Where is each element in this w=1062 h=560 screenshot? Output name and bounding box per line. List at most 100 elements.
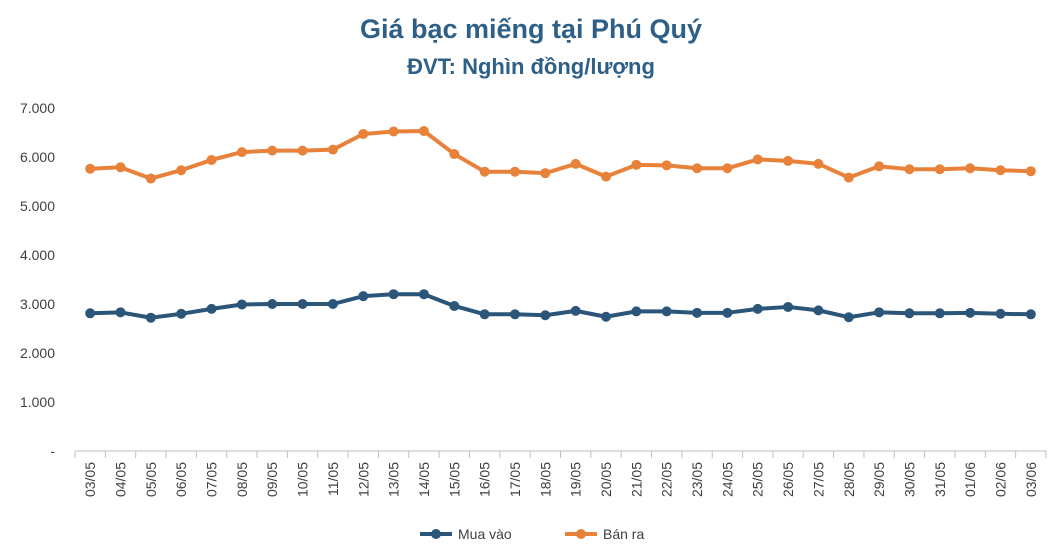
x-tick-label: 26/05	[780, 462, 796, 497]
y-tick-label: 4.000	[20, 247, 55, 263]
data-point	[813, 305, 824, 316]
x-axis-ticks	[74, 451, 1047, 458]
x-tick-label: 15/05	[446, 462, 462, 497]
x-tick-label: 12/05	[355, 462, 371, 497]
data-point	[661, 306, 672, 317]
data-point	[267, 299, 278, 309]
data-point	[934, 308, 945, 319]
x-tick-label: 25/05	[750, 462, 766, 497]
x-tick-label: 28/05	[841, 462, 857, 497]
data-point	[509, 309, 520, 320]
data-point	[995, 308, 1006, 319]
data-point	[358, 291, 369, 302]
data-point	[509, 166, 520, 177]
x-tick-label: 27/05	[810, 462, 826, 497]
data-point	[479, 166, 490, 177]
x-tick-label: 08/05	[234, 462, 250, 497]
data-point	[843, 172, 854, 183]
chart-title: Giá bạc miếng tại Phú Quý	[359, 14, 703, 44]
x-axis-tick-labels: 03/05 04/05 05/05 06/05 07/05 08/05 09/05 10/05…	[82, 462, 1039, 497]
data-point	[327, 299, 338, 309]
y-tick-label: 7.000	[20, 100, 55, 116]
data-point	[388, 289, 399, 300]
x-tick-label: 06/05	[173, 462, 189, 497]
x-tick-label: 22/05	[659, 462, 675, 497]
y-tick-label: 2.000	[20, 345, 55, 361]
x-tick-label: 16/05	[477, 462, 493, 497]
data-point	[85, 308, 96, 319]
data-point	[722, 307, 733, 318]
data-point	[176, 165, 187, 176]
x-tick-label: 29/05	[871, 462, 887, 497]
y-tick-label: 5.000	[20, 198, 55, 214]
x-tick-label: 10/05	[295, 462, 311, 497]
x-tick-label: 30/05	[901, 462, 917, 497]
series-layer	[85, 126, 1036, 323]
data-point	[206, 154, 217, 165]
x-tick-label: 03/05	[82, 462, 98, 497]
y-tick-label: 6.000	[20, 149, 55, 165]
data-point	[783, 301, 794, 312]
legend-label: Mua vào	[458, 526, 512, 542]
data-point	[418, 289, 429, 300]
legend: Mua vào Bán ra	[420, 526, 644, 542]
x-tick-label: 13/05	[386, 462, 402, 497]
data-point	[692, 163, 703, 174]
data-point	[115, 307, 126, 318]
x-tick-label: 01/06	[962, 462, 978, 497]
data-point	[874, 161, 885, 172]
data-point	[297, 145, 308, 156]
data-point	[752, 154, 763, 165]
legend-marker	[431, 529, 441, 539]
data-point	[570, 158, 581, 169]
y-tick-label: 3.000	[20, 296, 55, 312]
x-tick-label: 05/05	[143, 462, 159, 497]
data-point	[388, 126, 399, 137]
x-tick-label: 31/05	[932, 462, 948, 497]
data-point	[145, 173, 156, 184]
data-point	[601, 171, 612, 182]
legend-marker	[576, 529, 586, 539]
data-point	[661, 160, 672, 171]
series-line-mua-vao	[88, 292, 1033, 320]
data-point	[1025, 166, 1036, 177]
series-line-ban-ra	[88, 129, 1033, 181]
data-point	[752, 303, 763, 314]
data-point	[904, 164, 915, 175]
data-point	[115, 162, 126, 173]
x-tick-label: 18/05	[537, 462, 553, 497]
data-point	[934, 164, 945, 175]
x-tick-label: 23/05	[689, 462, 705, 497]
data-point	[904, 308, 915, 319]
x-tick-label: 24/05	[719, 462, 735, 497]
data-point	[449, 300, 460, 311]
data-point	[843, 312, 854, 323]
data-point	[995, 165, 1006, 176]
data-point	[236, 299, 247, 310]
x-tick-label: 02/06	[992, 462, 1008, 497]
x-tick-label: 09/05	[264, 462, 280, 497]
data-point	[692, 307, 703, 318]
chart-subtitle: ĐVT: Nghìn đồng/lượng	[407, 54, 655, 79]
data-point	[722, 163, 733, 174]
data-point	[601, 311, 612, 322]
data-point	[965, 163, 976, 174]
data-point	[874, 307, 885, 318]
data-point	[783, 155, 794, 166]
data-point	[479, 309, 490, 320]
x-tick-label: 04/05	[113, 462, 129, 497]
x-tick-label: 17/05	[507, 462, 523, 497]
data-point	[813, 158, 824, 169]
data-point	[631, 306, 642, 317]
data-point	[1025, 309, 1036, 320]
data-point	[570, 305, 581, 316]
data-point	[176, 308, 187, 319]
x-tick-label: 03/06	[1023, 462, 1039, 497]
x-tick-label: 14/05	[416, 462, 432, 497]
data-point	[631, 159, 642, 170]
data-point	[418, 126, 429, 137]
data-point	[236, 147, 247, 158]
y-axis-tick-labels: - 1.000 2.000 3.000 4.000 5.000 6.000 7.000	[20, 100, 55, 459]
data-point	[327, 144, 338, 155]
